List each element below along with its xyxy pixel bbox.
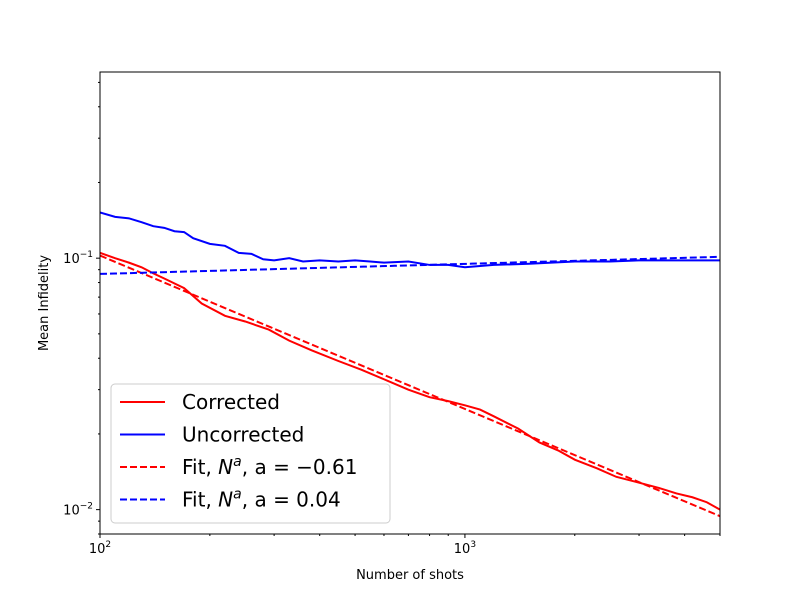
legend-label-2: Uncorrected (182, 423, 304, 447)
x-tick-label: 102 (89, 540, 111, 557)
legend-label-3: Fit, Na, a = −0.61 (182, 454, 357, 479)
tick-layer: 102 103 10−2 10−1 (63, 81, 721, 557)
y-axis-label: Mean Infidelity (37, 255, 52, 351)
series-line-3 (100, 254, 720, 518)
legend: Corrected Uncorrected Fit, Na, a = −0.61 Fi… (110, 383, 391, 524)
legend-label-4: Fit, Na, a = 0.04 (182, 487, 341, 512)
y-tick-label: 10−2 (63, 502, 93, 519)
series-layer (100, 211, 720, 518)
plot-frame (99, 71, 721, 535)
legend-label-1: Corrected (182, 390, 280, 414)
x-tick-label: 103 (454, 540, 476, 557)
series-line-1 (100, 251, 720, 511)
y-tick-label: 10−1 (63, 250, 93, 267)
series-line-4 (100, 255, 720, 275)
legend-box (110, 383, 391, 524)
x-axis-label: Number of shots (356, 568, 464, 583)
